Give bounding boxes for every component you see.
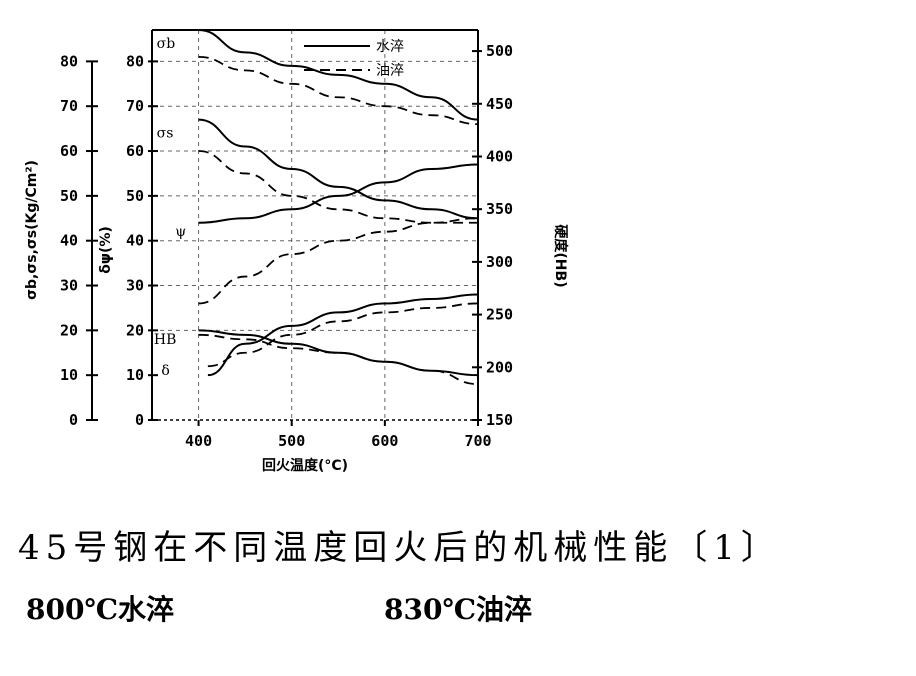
right-tick-label: 300 [486, 253, 513, 271]
inner-left-tick-label: 80 [126, 52, 144, 70]
condition-oil-quench: 830℃油淬 [384, 593, 532, 626]
right-tick-label: 150 [486, 411, 513, 429]
outer-left-tick-label: 40 [60, 232, 78, 250]
series-water-6 [198, 329, 479, 377]
legend-label-oil: 油淬 [376, 63, 404, 79]
series-oil-7 [198, 333, 479, 386]
series-oil-1 [198, 55, 479, 126]
outer-left-tick-label: 30 [60, 277, 78, 295]
x-tick-label: 400 [185, 432, 212, 450]
x-tick-label: 600 [371, 432, 398, 450]
outer-left-tick-label: 20 [60, 321, 78, 339]
right-tick-label: 350 [486, 200, 513, 218]
inner-left-tick-label: 10 [126, 366, 144, 384]
curve-label-delta: δ [161, 363, 169, 379]
inner-left-tick-label: 40 [126, 232, 144, 250]
inner-left-tick-label: 60 [126, 142, 144, 160]
outer-left-tick-label: 80 [60, 52, 78, 70]
x-tick-label: 700 [464, 432, 491, 450]
series-oil-3 [198, 150, 478, 224]
right-tick-label: 500 [486, 42, 513, 60]
left-axis-label: σb,σs,σs(Kg/Cm²) [24, 160, 40, 300]
series-oil-9 [207, 302, 479, 368]
outer-left-tick-label: 60 [60, 142, 78, 160]
outer-left-tick-label: 10 [60, 366, 78, 384]
outer-left-tick-label: 70 [60, 97, 78, 115]
chart: 0 10 20 30 40 50 60 70 80 0 10 20 30 40 50 60 70 80 400 500… [24, 29, 569, 474]
left-axis-label-2: δψ(%) [98, 226, 114, 274]
series-water-8 [207, 293, 479, 377]
x-axis-label: 回火温度(°C) [262, 457, 348, 474]
outer-left-tick-label: 50 [60, 187, 78, 205]
inner-left-tick-label: 30 [126, 277, 144, 295]
figure-caption: 45号钢在不同温度回火后的机械性能〔1〕 [18, 528, 781, 568]
inner-left-tick-label: 20 [126, 321, 144, 339]
right-tick-label: 450 [486, 95, 513, 113]
legend-label-water: 水淬 [376, 39, 404, 55]
inner-left-tick-label: 0 [135, 411, 144, 429]
condition-water-quench: 800℃水淬 [26, 593, 174, 626]
curve-label-hb: HB [154, 332, 177, 348]
series-water-0 [198, 29, 479, 121]
right-tick-label: 200 [486, 358, 513, 376]
inner-left-tick-label: 70 [126, 97, 144, 115]
series-water-2 [198, 118, 479, 220]
right-tick-label: 250 [486, 306, 513, 324]
right-axis-label: 硬度(HB) [552, 224, 569, 287]
outer-left-tick-label: 0 [69, 411, 78, 429]
curve-label-psi: ψ [175, 224, 186, 240]
right-tick-label: 400 [486, 147, 513, 165]
x-tick-label: 500 [278, 432, 305, 450]
inner-left-tick-label: 50 [126, 187, 144, 205]
curve-label-sigma-b: σb [157, 36, 176, 52]
curve-label-sigma-s: σs [157, 126, 174, 142]
series-water-4 [198, 163, 479, 224]
series-oil-5 [198, 217, 479, 305]
